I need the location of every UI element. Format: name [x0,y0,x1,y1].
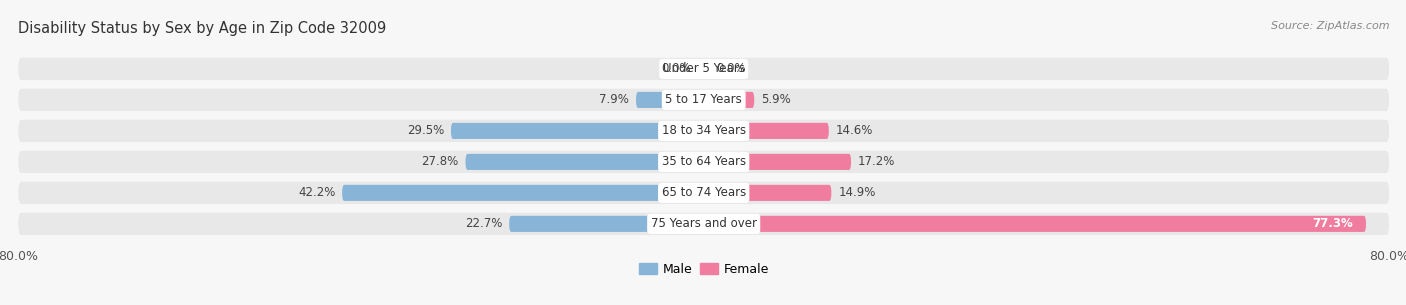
Text: 75 Years and over: 75 Years and over [651,217,756,230]
Text: 29.5%: 29.5% [406,124,444,138]
Text: Under 5 Years: Under 5 Years [662,63,745,75]
Text: 14.9%: 14.9% [838,186,876,199]
Text: 17.2%: 17.2% [858,155,896,168]
Text: 0.0%: 0.0% [661,63,690,75]
FancyBboxPatch shape [704,123,828,139]
Text: 7.9%: 7.9% [599,93,628,106]
FancyBboxPatch shape [465,154,704,170]
FancyBboxPatch shape [704,216,1367,232]
FancyBboxPatch shape [509,216,704,232]
FancyBboxPatch shape [18,58,1389,80]
Text: 65 to 74 Years: 65 to 74 Years [662,186,745,199]
Text: Source: ZipAtlas.com: Source: ZipAtlas.com [1271,21,1389,31]
Text: 14.6%: 14.6% [835,124,873,138]
Text: 27.8%: 27.8% [422,155,458,168]
FancyBboxPatch shape [18,120,1389,142]
FancyBboxPatch shape [704,185,831,201]
FancyBboxPatch shape [18,213,1389,235]
FancyBboxPatch shape [18,182,1389,204]
Text: 0.0%: 0.0% [717,63,747,75]
FancyBboxPatch shape [704,92,754,108]
FancyBboxPatch shape [636,92,704,108]
Text: 5.9%: 5.9% [761,93,790,106]
Text: 5 to 17 Years: 5 to 17 Years [665,93,742,106]
FancyBboxPatch shape [342,185,704,201]
Text: 35 to 64 Years: 35 to 64 Years [662,155,745,168]
Text: 22.7%: 22.7% [465,217,502,230]
FancyBboxPatch shape [18,89,1389,111]
Text: 77.3%: 77.3% [1312,217,1353,230]
Legend: Male, Female: Male, Female [634,258,773,281]
Text: 18 to 34 Years: 18 to 34 Years [662,124,745,138]
Text: Disability Status by Sex by Age in Zip Code 32009: Disability Status by Sex by Age in Zip C… [18,21,387,36]
FancyBboxPatch shape [451,123,704,139]
Text: 42.2%: 42.2% [298,186,335,199]
FancyBboxPatch shape [704,154,851,170]
FancyBboxPatch shape [18,151,1389,173]
